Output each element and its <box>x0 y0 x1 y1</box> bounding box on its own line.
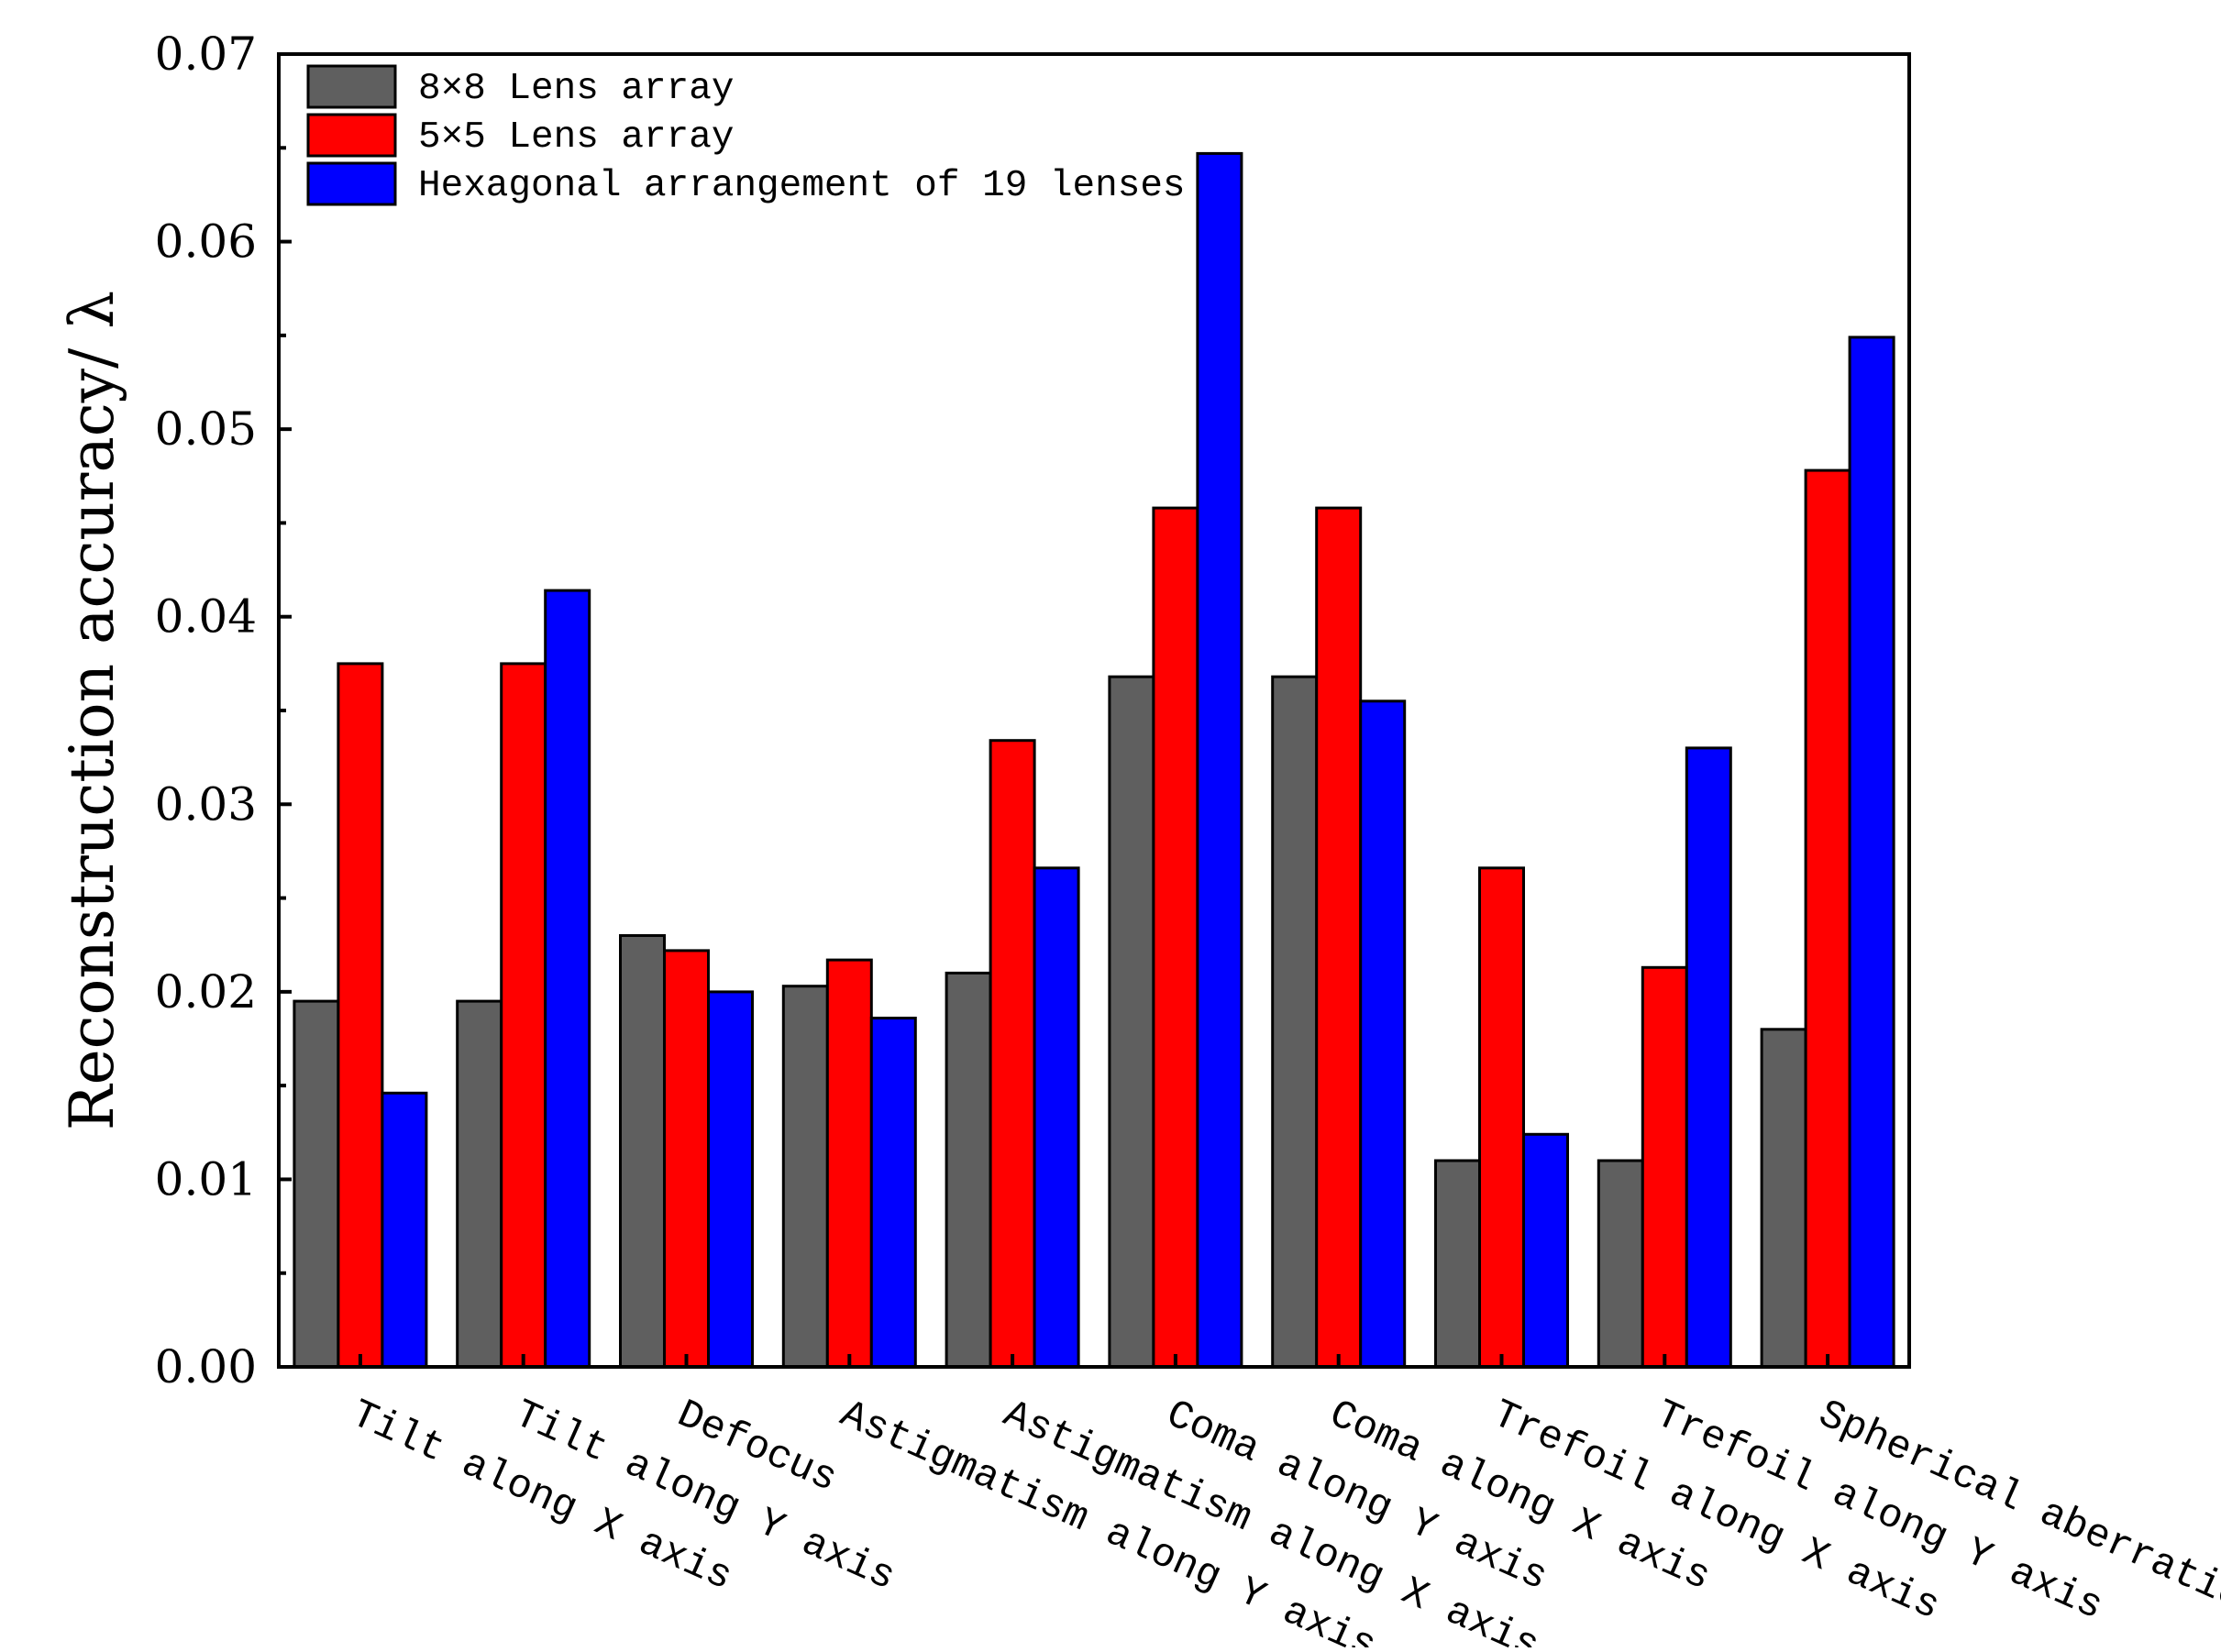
y-axis: 0.00 0.01 0.02 0.03 0.04 0.05 0.06 0.07 <box>155 28 292 1393</box>
y-axis-title: Reconstruction accuracy/ λ <box>57 291 127 1130</box>
bar <box>1033 866 1080 1369</box>
bar <box>1597 1159 1644 1369</box>
bar <box>1804 468 1851 1369</box>
y-tick-label: 0.07 <box>155 28 257 81</box>
bar <box>707 990 754 1369</box>
bar <box>456 999 503 1369</box>
legend-swatch <box>306 113 397 158</box>
bar <box>500 662 547 1369</box>
bar <box>1196 151 1243 1369</box>
bar <box>1108 675 1155 1369</box>
bar <box>1478 866 1525 1369</box>
y-tick-label: 0.00 <box>155 1340 257 1393</box>
legend-label: 8×8 Lens array <box>418 68 734 110</box>
legend-swatch <box>306 161 397 206</box>
bar <box>945 971 992 1369</box>
y-tick-label: 0.06 <box>155 215 257 269</box>
bar <box>781 985 829 1369</box>
bar <box>1152 506 1199 1369</box>
y-tick-label: 0.05 <box>155 402 257 456</box>
bar <box>1685 746 1732 1369</box>
bar <box>619 934 666 1369</box>
legend: 8×8 Lens array 5×5 Lens array Hexagonal ar… <box>306 64 1186 207</box>
legend-swatch <box>306 64 397 109</box>
bar <box>293 999 340 1369</box>
bar <box>381 1091 428 1369</box>
y-tick-label: 0.01 <box>155 1152 257 1206</box>
bar <box>1522 1132 1569 1369</box>
y-tick-label: 0.04 <box>155 590 257 644</box>
bar <box>1641 965 1688 1369</box>
bar <box>825 958 873 1369</box>
bars-layer <box>293 151 1895 1369</box>
bar <box>989 739 1036 1369</box>
bar <box>1760 1028 1807 1369</box>
y-tick-label: 0.02 <box>155 965 257 1019</box>
y-tick-label: 0.03 <box>155 777 257 831</box>
bar <box>1271 675 1319 1369</box>
bar <box>869 1017 917 1369</box>
bar <box>1848 336 1895 1369</box>
legend-label: Hexagonal arrangement of 19 lenses <box>418 165 1186 207</box>
bar <box>544 589 591 1369</box>
bar <box>337 662 384 1369</box>
bar <box>1434 1159 1481 1369</box>
bar <box>1315 506 1363 1369</box>
bar <box>663 949 710 1369</box>
legend-label: 5×5 Lens array <box>418 116 734 159</box>
bar <box>1359 699 1407 1369</box>
